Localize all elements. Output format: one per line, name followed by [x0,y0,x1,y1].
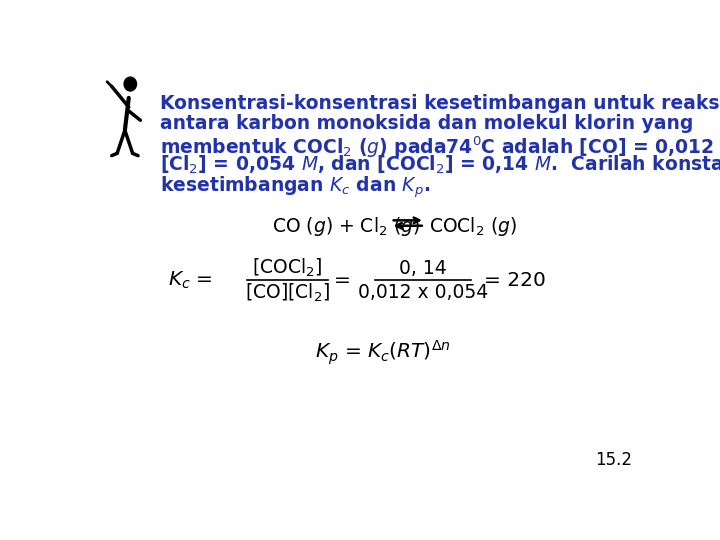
Text: = 220: = 220 [484,271,546,290]
Text: CO ($g$) + Cl$_2$ ($g$): CO ($g$) + Cl$_2$ ($g$) [272,215,420,238]
Text: $K_c$ =: $K_c$ = [168,270,212,291]
Text: =: = [333,271,351,290]
Text: $K_p$ = $K_c(RT)^{\Delta n}$: $K_p$ = $K_c(RT)^{\Delta n}$ [315,338,451,367]
Text: COCl$_2$ ($g$): COCl$_2$ ($g$) [429,215,518,238]
Text: [Cl$_2$] = 0,054 $M$, dan [COCl$_2$] = 0,14 $M$.  Carilah konstanta: [Cl$_2$] = 0,054 $M$, dan [COCl$_2$] = 0… [160,154,720,177]
Text: antara karbon monoksida dan molekul klorin yang: antara karbon monoksida dan molekul klor… [160,114,693,133]
Text: membentuk COCl$_2$ ($g$) pada74$^0$C adalah [CO] = 0,012 $M$,: membentuk COCl$_2$ ($g$) pada74$^0$C ada… [160,134,720,160]
Text: [COCl$_2$]: [COCl$_2$] [253,257,323,279]
Text: 0,012 x 0,054: 0,012 x 0,054 [358,283,488,302]
Text: Konsentrasi-konsentrasi kesetimbangan untuk reaksi: Konsentrasi-konsentrasi kesetimbangan un… [160,94,720,113]
Text: kesetimbangan $K_c$ dan $K_p$.: kesetimbangan $K_c$ dan $K_p$. [160,174,430,200]
Text: [CO][Cl$_2$]: [CO][Cl$_2$] [245,281,330,304]
Ellipse shape [124,77,137,91]
Text: 0, 14: 0, 14 [400,259,447,278]
Text: 15.2: 15.2 [595,451,632,469]
